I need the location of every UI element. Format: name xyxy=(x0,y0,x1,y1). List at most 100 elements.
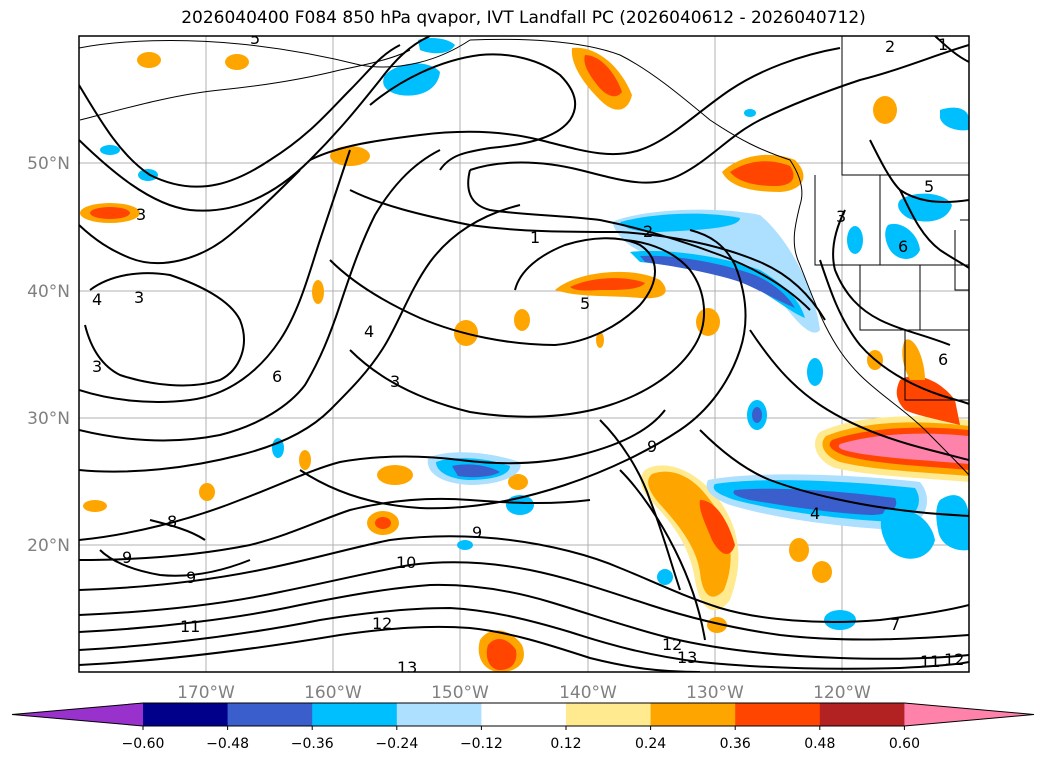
anomaly-patch xyxy=(789,538,809,562)
anomaly-patch xyxy=(299,450,311,470)
colorbar-segment xyxy=(481,703,567,726)
colorbar-tick-label: −0.12 xyxy=(460,736,503,752)
contour-line xyxy=(369,53,577,171)
contour-label: 12 xyxy=(662,635,682,654)
contour-line xyxy=(79,497,591,561)
contour-label: 3 xyxy=(134,288,144,307)
contour-line xyxy=(79,561,969,641)
contour-label: 8 xyxy=(167,512,177,531)
contour-line xyxy=(469,44,969,184)
anomaly-patch xyxy=(648,471,731,597)
colorbar-tick-label: −0.36 xyxy=(291,736,334,752)
contour-label: 13 xyxy=(397,658,417,677)
colorbar-tick-label: 0.24 xyxy=(635,736,666,752)
colorbar-segment xyxy=(227,703,313,726)
contour-line xyxy=(79,204,521,473)
colorbar-tick-label: −0.48 xyxy=(206,736,249,752)
anomaly-patch xyxy=(596,332,604,348)
contour-label: 1 xyxy=(938,35,948,54)
contour-line xyxy=(79,36,431,212)
lat-label: 40°N xyxy=(27,282,70,302)
contour-label: 5 xyxy=(250,29,260,48)
contour-label: 4 xyxy=(92,290,102,309)
anomaly-patch xyxy=(508,474,528,490)
contour-line xyxy=(749,329,969,461)
contour-label: 6 xyxy=(938,350,948,369)
contour-labels: 5 2 1 3 4 3 1 2 5 3 4 6 5 6 6 3 9 8 9 9 … xyxy=(92,29,964,677)
gridlines xyxy=(79,36,969,672)
contour-label: 3 xyxy=(390,372,400,391)
anomaly-patch xyxy=(699,500,735,555)
contour-label: 11 xyxy=(180,617,200,636)
contour-line xyxy=(934,36,969,63)
colorbar-tick-label: −0.60 xyxy=(122,736,165,752)
contour-label: 3 xyxy=(92,357,102,376)
contour-label: 12 xyxy=(944,650,964,669)
contour-label: 11 xyxy=(920,652,940,671)
colorbar-tick-label: 0.12 xyxy=(550,736,581,752)
contour-label: 1 xyxy=(530,228,540,247)
contour-label: 3 xyxy=(836,207,846,226)
anomaly-patch xyxy=(752,407,762,423)
contour-label: 9 xyxy=(472,523,482,542)
colorbar: −0.60 −0.48 −0.36 −0.24 −0.12 0.12 0.24 0.36 0.4… xyxy=(11,702,1035,752)
map-title: 2026040400 F084 850 hPa qvapor, IVT Land… xyxy=(181,8,866,28)
anomaly-patch xyxy=(847,226,863,254)
anomaly-patch xyxy=(225,54,249,70)
contour-line xyxy=(79,149,441,442)
anomaly-patch xyxy=(940,107,969,131)
contour-label: 9 xyxy=(122,548,132,567)
qvapor-shading xyxy=(80,37,969,672)
anomaly-patch xyxy=(730,161,794,186)
anomaly-patch xyxy=(199,483,215,501)
anomaly-patch xyxy=(744,109,756,117)
colorbar-tick-label: 0.36 xyxy=(720,736,751,752)
contour-lines xyxy=(79,36,969,672)
contour-line xyxy=(299,229,747,510)
anomaly-patch xyxy=(657,569,673,585)
anomaly-patch xyxy=(312,280,324,304)
anomaly-patch xyxy=(880,508,935,559)
lon-label: 130°W xyxy=(686,683,744,703)
contour-label: 7 xyxy=(890,615,900,634)
contour-line xyxy=(869,139,969,203)
colorbar-segment xyxy=(566,703,652,726)
lon-label: 140°W xyxy=(559,683,617,703)
contour-label: 2 xyxy=(643,222,653,241)
contour-line xyxy=(149,519,206,541)
contour-line xyxy=(99,549,251,577)
colorbar-segment xyxy=(312,703,398,726)
latitude-labels: 50°N 40°N 30°N 20°N xyxy=(27,154,70,556)
contour-line xyxy=(467,169,811,311)
contour-label: 3 xyxy=(136,205,146,224)
contour-label: 9 xyxy=(647,437,657,456)
anomaly-patch xyxy=(486,638,517,670)
contour-label: 2 xyxy=(885,37,895,56)
anomaly-patch xyxy=(514,309,530,331)
colorbar-tick-label: −0.24 xyxy=(375,736,418,752)
contour-line xyxy=(699,429,969,517)
anomaly-patch xyxy=(902,339,925,380)
contour-line xyxy=(79,535,969,623)
colorbar-tick-label: 0.48 xyxy=(804,736,835,752)
anomaly-patch xyxy=(100,145,120,155)
contour-line xyxy=(349,239,706,418)
contour-line xyxy=(79,583,969,660)
anomaly-patch xyxy=(138,169,158,181)
contour-label: 12 xyxy=(372,614,392,633)
anomaly-patch xyxy=(452,464,500,478)
contour-line xyxy=(79,606,969,670)
contour-line xyxy=(79,44,401,188)
contour-label: 5 xyxy=(924,177,934,196)
colorbar-extend-low xyxy=(12,703,143,726)
anomaly-patch xyxy=(418,37,455,54)
lon-label: 150°W xyxy=(431,683,489,703)
anomaly-patch xyxy=(584,55,622,97)
lon-label: 120°W xyxy=(813,683,871,703)
contour-label: 6 xyxy=(898,237,908,256)
contour-label: 4 xyxy=(810,504,820,523)
anomaly-patch xyxy=(620,213,740,232)
anomaly-patch xyxy=(612,209,820,333)
contour-label: 6 xyxy=(272,367,282,386)
